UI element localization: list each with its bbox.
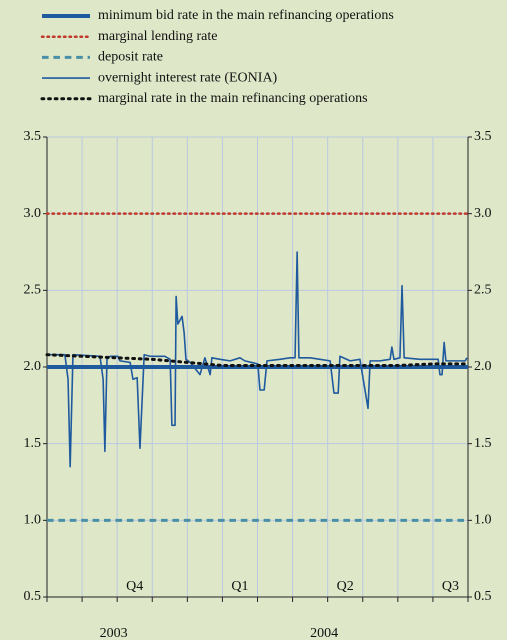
series-line — [45, 353, 470, 367]
y2-tick-label: 0.5 — [474, 589, 492, 604]
y2-tick-label: 3.5 — [474, 129, 492, 144]
y-tick-label: 1.0 — [24, 513, 42, 528]
y2-tick-label: 3.0 — [474, 206, 492, 221]
y2-tick-label: 2.0 — [474, 359, 492, 374]
y-tick-label: 3.0 — [24, 206, 42, 221]
legend-label: overnight interest rate (EONIA) — [98, 70, 278, 85]
x-tick-label: Q4 — [126, 579, 143, 594]
x-tick-label: Q2 — [337, 579, 354, 594]
y2-tick-label: 1.5 — [474, 436, 492, 451]
legend-label: marginal rate in the main refinancing op… — [98, 91, 368, 106]
y-tick-label: 0.5 — [24, 589, 42, 604]
y-tick-label: 3.5 — [24, 129, 42, 144]
y-tick-label: 2.5 — [24, 283, 42, 298]
legend-label: deposit rate — [98, 50, 163, 65]
x-year-label: 2004 — [310, 626, 338, 640]
y-tick-label: 1.5 — [24, 436, 42, 451]
x-tick-label: Q1 — [231, 579, 248, 594]
x-year-label: 2003 — [100, 626, 128, 640]
x-tick-label: Q3 — [442, 579, 459, 594]
y-tick-label: 2.0 — [24, 359, 42, 374]
y2-tick-label: 1.0 — [474, 513, 492, 528]
y2-tick-label: 2.5 — [474, 283, 492, 298]
legend-label: minimum bid rate in the main refinancing… — [98, 8, 394, 23]
series-line — [47, 251, 468, 468]
legend-label: marginal lending rate — [98, 29, 217, 44]
